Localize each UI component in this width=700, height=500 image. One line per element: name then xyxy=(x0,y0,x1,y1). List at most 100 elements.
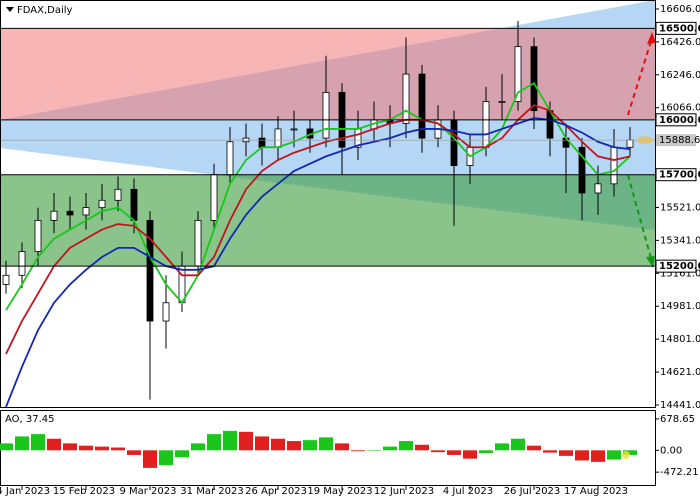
candle-body xyxy=(162,302,170,322)
ao-bar xyxy=(383,446,397,451)
down-arrow xyxy=(627,174,653,263)
candle-body xyxy=(514,46,522,102)
level-label: 15700.0 xyxy=(659,170,700,181)
candle-body xyxy=(2,274,10,285)
candle-body xyxy=(18,251,26,276)
ao-bar xyxy=(527,445,541,451)
x-tick-label: 26 Jul 2023 xyxy=(504,486,561,497)
moving-average xyxy=(5,117,631,408)
y-tick-label: 14801.0 xyxy=(660,334,700,345)
candle-body xyxy=(578,146,586,194)
candle-body xyxy=(130,188,138,221)
y-tick-label: 0.00 xyxy=(660,445,682,456)
ao-bar xyxy=(287,441,301,451)
level-label: 15200.0 xyxy=(659,261,700,272)
ao-title: AO, 37.45 xyxy=(5,414,55,425)
ao-bar xyxy=(0,443,13,451)
y-tick-label: 15341.0 xyxy=(660,235,700,246)
ao-bar xyxy=(271,438,285,451)
x-tick-label: 12 Jun 2023 xyxy=(374,486,434,497)
candle-body xyxy=(146,220,154,322)
candle-body xyxy=(450,119,458,166)
candle-body xyxy=(498,101,506,103)
ao-bar xyxy=(15,436,29,451)
ao-bar xyxy=(495,443,509,451)
moving-average xyxy=(5,104,631,355)
candle-body xyxy=(34,220,42,252)
candle-body xyxy=(82,207,90,216)
chart-title: FDAX,Daily xyxy=(17,5,73,16)
level-box xyxy=(655,21,697,35)
ao-bar xyxy=(31,434,45,451)
support-zone xyxy=(1,174,655,267)
y-tick-label: 16066.0 xyxy=(660,103,700,114)
ao-bar xyxy=(239,431,253,451)
main-frame xyxy=(0,0,656,408)
y-tick-label: 16426.0 xyxy=(660,37,700,48)
level-box xyxy=(655,113,697,127)
ao-bar xyxy=(207,434,221,451)
candle-body xyxy=(210,174,218,221)
y-tick-label: 16246.0 xyxy=(660,70,700,81)
ao-bar xyxy=(463,450,477,459)
level-box xyxy=(655,168,697,182)
x-tick-label: 19 May 2023 xyxy=(307,486,372,497)
x-tick-label: 15 Feb 2023 xyxy=(53,486,115,497)
candle-body xyxy=(594,183,602,194)
ao-bar xyxy=(79,445,93,451)
candle-body xyxy=(258,137,266,148)
y-tick-label: 678.65 xyxy=(660,414,695,425)
down-arrow-head xyxy=(646,256,655,268)
x-tick-label: 4 Jul 2023 xyxy=(443,486,493,497)
ao-marker xyxy=(622,450,630,459)
x-tick-label: 17 Aug 2023 xyxy=(564,486,628,497)
candle-body xyxy=(274,128,282,148)
ao-bar xyxy=(175,450,189,458)
ao-bar xyxy=(511,438,525,451)
ao-bar xyxy=(191,443,205,451)
ao-bar xyxy=(479,450,493,454)
ao-bar xyxy=(143,450,157,468)
y-tick-label: 15161.0 xyxy=(660,268,700,279)
x-tick-label: 24 Jan 2023 xyxy=(0,486,50,497)
candle-body xyxy=(226,141,234,176)
ao-bar xyxy=(399,441,413,451)
x-tick-label: 26 Apr 2023 xyxy=(245,486,307,497)
current-marker xyxy=(637,136,653,145)
ao-bar xyxy=(159,450,173,466)
candle-body xyxy=(290,128,298,131)
ao-bar xyxy=(559,450,573,456)
y-tick-label: 15521.0 xyxy=(660,202,700,213)
ao-bar xyxy=(543,450,557,453)
y-tick-label: -472.21 xyxy=(660,467,699,478)
up-arrow-head xyxy=(647,32,656,44)
ao-bar xyxy=(63,443,77,451)
ao-bar xyxy=(591,450,605,462)
menu-icon xyxy=(6,7,14,12)
candle-body xyxy=(610,146,618,185)
x-tick-label: 9 Mar 2023 xyxy=(119,486,176,497)
candle-body xyxy=(114,188,122,201)
level-label: 16500.0 xyxy=(659,23,700,34)
candle-body xyxy=(626,139,634,148)
moving-average xyxy=(5,82,631,311)
ao-bar xyxy=(47,438,61,451)
ao-bar xyxy=(367,450,381,451)
ao-bar xyxy=(223,430,237,451)
ao-bar xyxy=(415,444,429,451)
ao-bar xyxy=(255,436,269,451)
level-label: 16000.0 xyxy=(659,115,700,126)
y-tick-label: 14981.0 xyxy=(660,301,700,312)
ao-bar xyxy=(95,446,109,451)
ao-bar xyxy=(351,450,365,452)
level-box xyxy=(655,259,697,273)
candle-body xyxy=(530,46,538,112)
ao-bar xyxy=(447,450,461,455)
candle-body xyxy=(66,210,74,216)
ao-bar xyxy=(575,450,589,461)
ao-bar xyxy=(319,437,333,451)
up-arrow xyxy=(627,37,653,116)
candle-body xyxy=(322,91,330,139)
current-price-label: 15888.6 xyxy=(659,135,700,146)
